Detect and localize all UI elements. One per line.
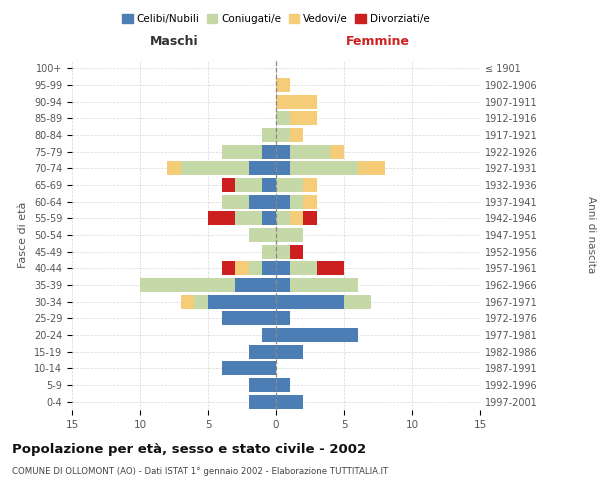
Bar xyxy=(249,194,276,209)
Bar xyxy=(290,278,358,292)
Bar xyxy=(276,94,317,109)
Bar xyxy=(276,178,303,192)
Bar xyxy=(249,394,276,409)
Bar xyxy=(276,244,290,259)
Bar xyxy=(235,178,262,192)
Bar xyxy=(276,144,290,159)
Text: Anni di nascita: Anni di nascita xyxy=(586,196,596,274)
Bar xyxy=(262,128,276,142)
Bar xyxy=(249,378,276,392)
Bar xyxy=(290,128,303,142)
Bar xyxy=(249,344,276,359)
Bar xyxy=(290,261,317,276)
Bar xyxy=(276,78,290,92)
Bar xyxy=(221,311,276,326)
Text: Popolazione per età, sesso e stato civile - 2002: Popolazione per età, sesso e stato civil… xyxy=(12,442,366,456)
Bar xyxy=(249,228,276,242)
Bar xyxy=(235,211,262,226)
Bar xyxy=(303,178,317,192)
Legend: Celibi/Nubili, Coniugati/e, Vedovi/e, Divorziati/e: Celibi/Nubili, Coniugati/e, Vedovi/e, Di… xyxy=(118,10,434,29)
Bar xyxy=(290,211,303,226)
Bar xyxy=(290,244,303,259)
Bar xyxy=(276,328,358,342)
Bar xyxy=(276,162,290,175)
Bar xyxy=(208,294,276,308)
Text: COMUNE DI OLLOMONT (AO) - Dati ISTAT 1° gennaio 2002 - Elaborazione TUTTITALIA.I: COMUNE DI OLLOMONT (AO) - Dati ISTAT 1° … xyxy=(12,468,388,476)
Bar xyxy=(331,144,344,159)
Bar xyxy=(276,278,290,292)
Bar xyxy=(358,162,385,175)
Bar xyxy=(276,228,303,242)
Bar xyxy=(290,112,317,126)
Bar xyxy=(181,162,249,175)
Text: Maschi: Maschi xyxy=(149,36,199,49)
Bar xyxy=(167,162,181,175)
Bar xyxy=(235,261,249,276)
Bar xyxy=(181,294,194,308)
Bar xyxy=(276,394,303,409)
Bar xyxy=(276,128,290,142)
Bar xyxy=(221,261,235,276)
Bar xyxy=(290,194,303,209)
Bar xyxy=(262,328,276,342)
Bar xyxy=(303,211,317,226)
Bar xyxy=(344,294,371,308)
Bar xyxy=(262,144,276,159)
Bar xyxy=(317,261,344,276)
Bar xyxy=(290,162,358,175)
Bar xyxy=(276,344,303,359)
Bar xyxy=(262,261,276,276)
Bar xyxy=(276,378,290,392)
Bar xyxy=(276,311,290,326)
Text: Femmine: Femmine xyxy=(346,36,410,49)
Bar xyxy=(276,261,290,276)
Bar xyxy=(262,178,276,192)
Bar xyxy=(276,194,290,209)
Bar xyxy=(221,194,249,209)
Bar xyxy=(303,194,317,209)
Bar xyxy=(249,261,262,276)
Bar xyxy=(221,361,276,376)
Bar xyxy=(276,112,290,126)
Bar xyxy=(262,211,276,226)
Bar xyxy=(249,162,276,175)
Bar xyxy=(221,178,235,192)
Y-axis label: Fasce di età: Fasce di età xyxy=(19,202,28,268)
Bar xyxy=(290,144,331,159)
Bar xyxy=(140,278,235,292)
Bar xyxy=(235,278,276,292)
Bar xyxy=(194,294,208,308)
Bar xyxy=(262,244,276,259)
Bar xyxy=(276,211,290,226)
Bar xyxy=(276,294,344,308)
Bar xyxy=(221,144,262,159)
Bar xyxy=(208,211,235,226)
